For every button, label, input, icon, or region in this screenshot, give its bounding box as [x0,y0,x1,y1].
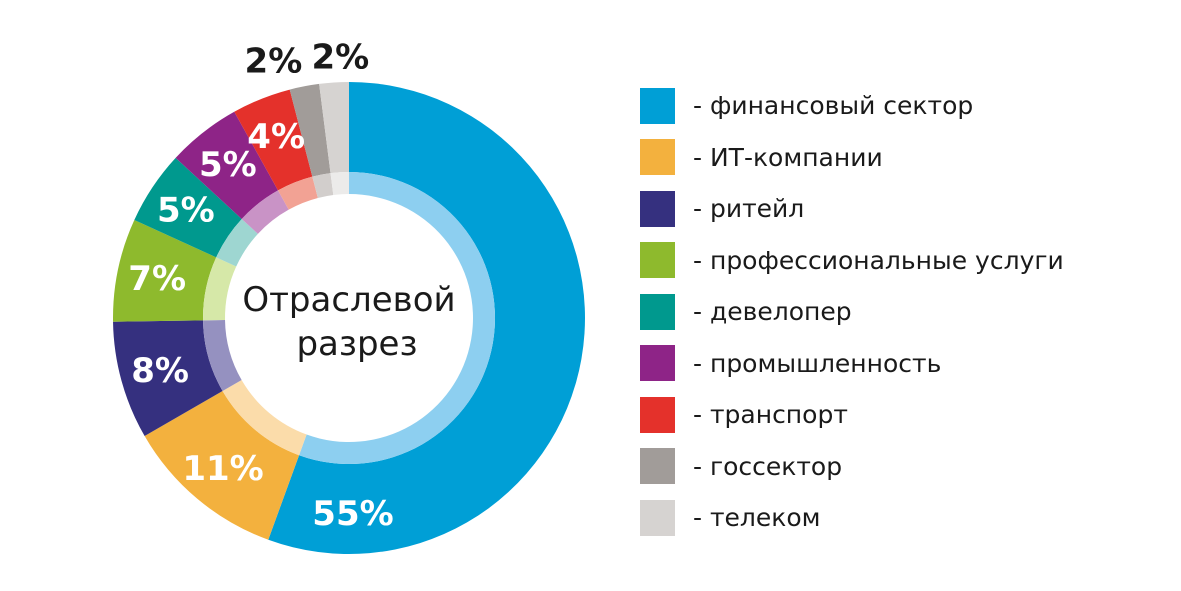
center-label-line-1: Отраслевой [242,280,455,320]
legend-label: - транспорт [693,400,848,429]
legend-swatch [640,448,675,484]
legend-label: - профессиональные услуги [693,245,1064,275]
legend-label: - ИТ-компании [693,142,883,172]
slice-value-label-5: 5% [199,145,257,185]
donut-inner-band-3 [202,257,237,321]
donut-slices [113,82,586,555]
legend-label: - телеком [693,503,821,532]
legend-swatch [640,87,675,124]
donut-inner-band-4 [216,218,258,267]
legend-swatch [640,242,675,278]
slice-value-label-7: 2% [245,42,303,82]
donut-slice-1 [144,391,300,540]
legend-label: - промышленность [693,348,942,378]
legend-swatch [640,345,675,381]
legend-item-developer: - девелопер [640,293,1064,330]
donut-inner-band-7 [312,173,334,198]
slice-value-label-0: 55% [312,494,393,534]
donut-chart: 55%11%8%7%5%5%4%2% 2% Отраслевой разрез [113,38,586,555]
donut-inner-band-1 [222,380,307,456]
donut-slice-5 [175,111,279,219]
donut-inner-band-8 [330,172,349,195]
slice-value-labels: 55%11%8%7%5%5%4%2% 2% [128,38,393,534]
slice-value-label-8: 2% [312,38,370,78]
center-label-line-2: разрез [296,324,417,364]
legend-item-professional-services: - профессиональные услуги [640,242,1064,279]
slice-value-label-3: 7% [128,259,186,299]
legend-swatch [640,190,675,227]
donut-inner-band-5 [241,190,289,234]
legend-item-retail: - ритейл [640,190,1064,227]
legend-swatch [640,396,675,433]
legend-swatch [640,293,675,330]
legend-item-industry: - промышленность [640,345,1064,382]
donut-inner-band-2 [203,319,242,391]
legend-label: - финансовый сектор [693,91,974,120]
slice-value-label-2: 8% [131,351,189,391]
donut-slice-4 [134,157,242,258]
legend-item-it: - ИТ-компании [640,139,1064,176]
legend-swatch [640,139,675,175]
legend-label: - ритейл [693,194,805,223]
donut-slice-8 [319,82,349,174]
donut-slice-7 [289,83,331,177]
donut-slice-3 [113,219,217,322]
legend-item-transport: - транспорт [640,396,1064,433]
legend-item-finance: - финансовый сектор [640,87,1064,124]
legend-item-telecom: - телеком [640,499,1064,536]
legend: - финансовый сектор - ИТ-компании - рите… [640,87,1064,551]
donut-slice-6 [234,89,313,191]
slice-value-label-6: 4% [247,117,305,157]
donut-inner-band-6 [278,176,318,210]
donut-slice-2 [113,320,223,436]
legend-label: - девелопер [693,297,852,326]
legend-swatch [640,499,675,536]
legend-item-public-sector: - госсектор [640,448,1064,485]
slice-value-label-1: 11% [182,449,263,489]
legend-label: - госсектор [693,451,843,481]
slice-value-label-4: 5% [157,190,215,230]
donut-slice-0 [268,82,586,555]
